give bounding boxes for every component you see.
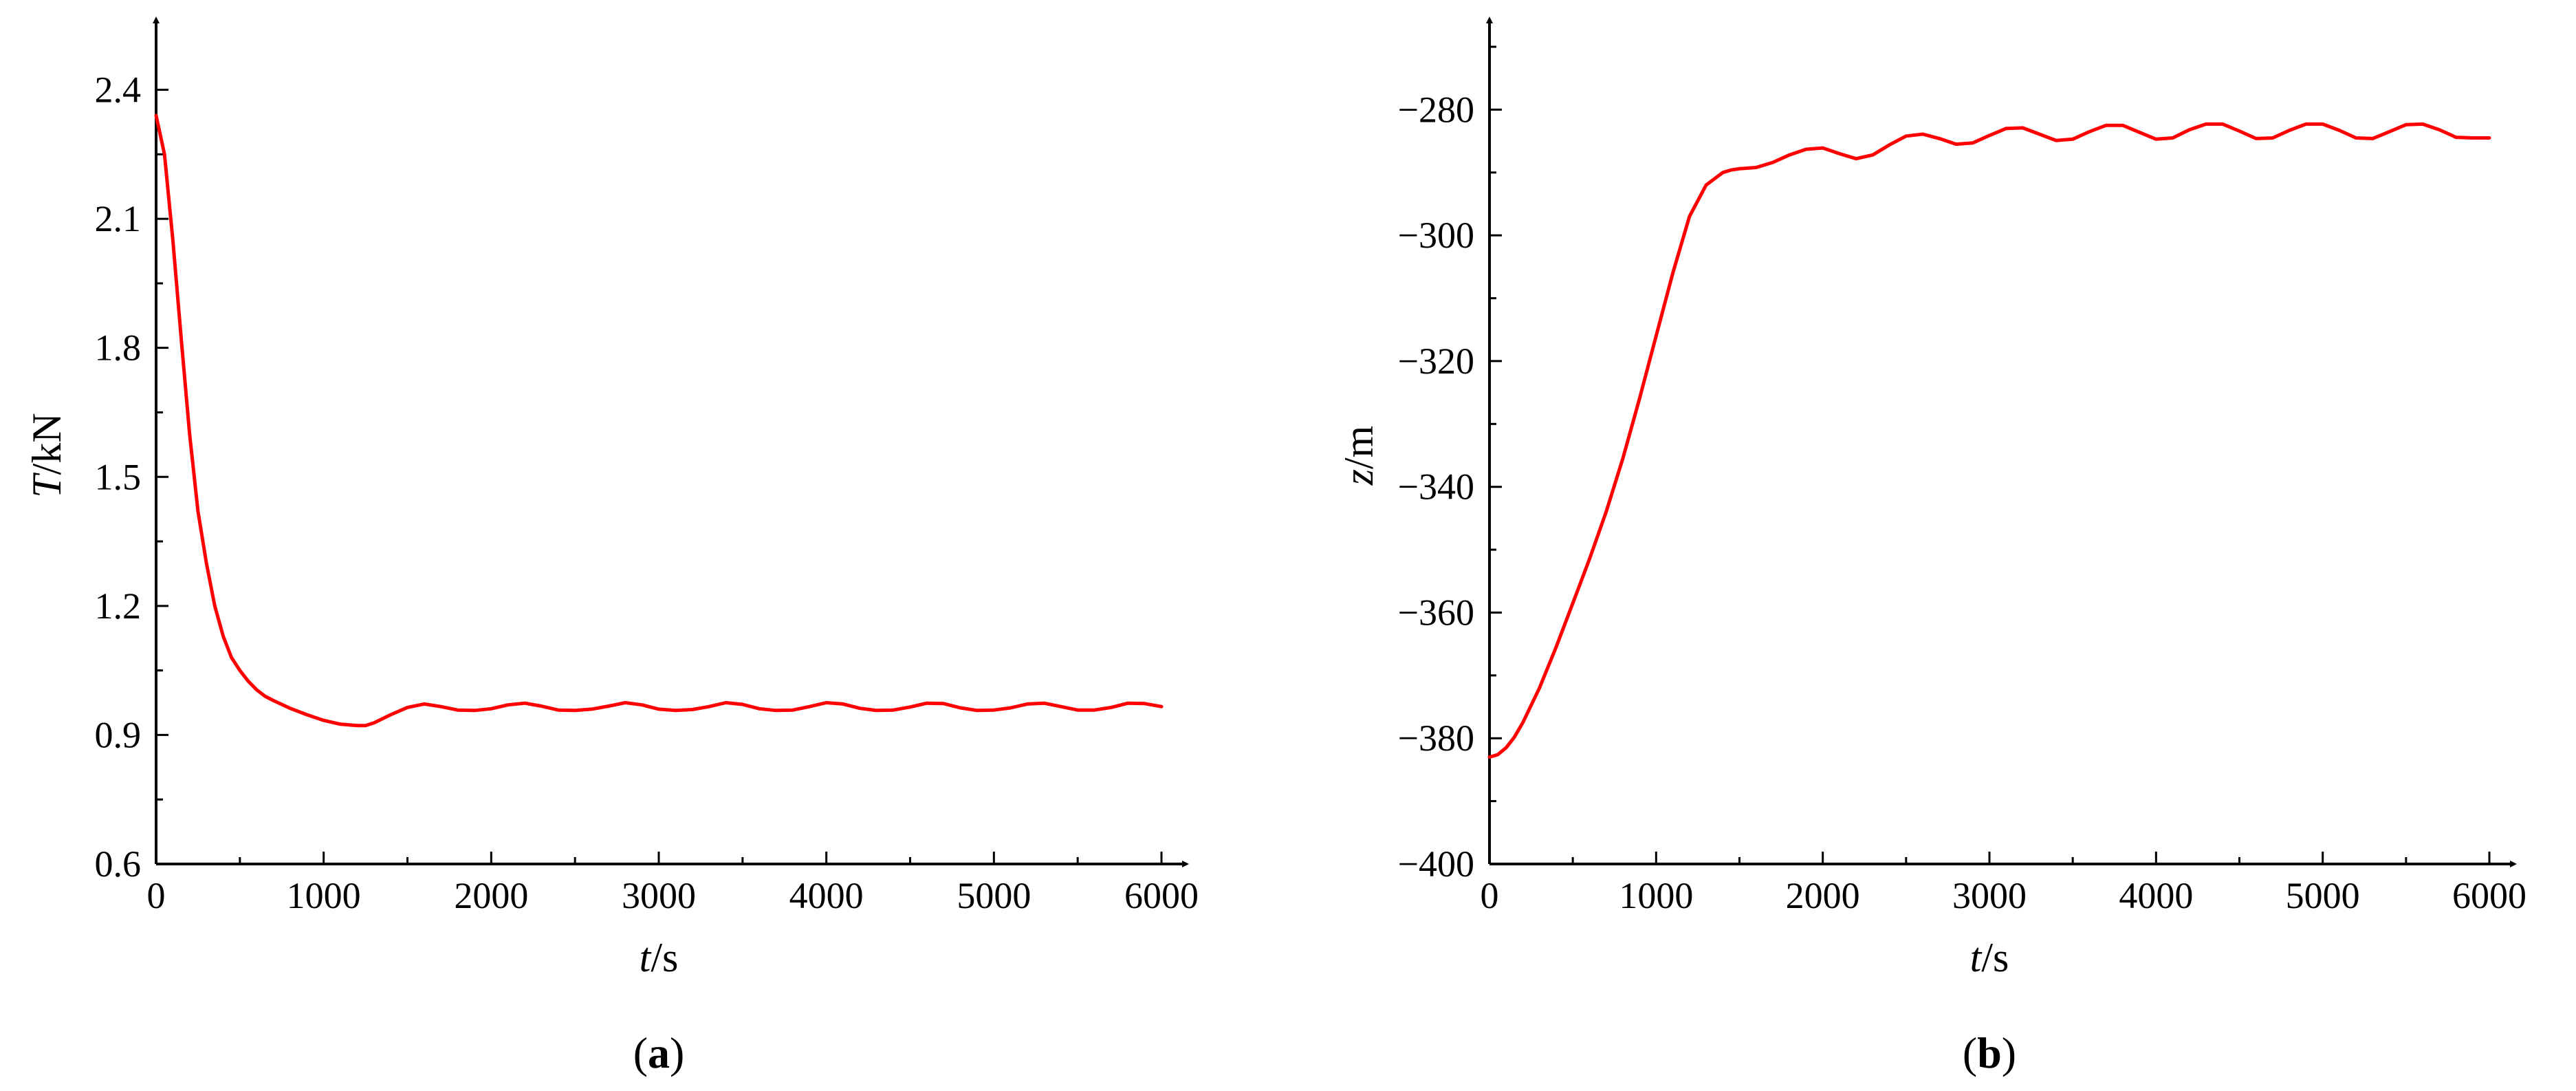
y-tick-label: 2.1 (95, 198, 142, 239)
panel-label-close: ) (2002, 1028, 2016, 1077)
y-tick-label: 1.2 (95, 585, 142, 627)
panel-label: (b) (1963, 1028, 2016, 1077)
panel-label-open: ( (1963, 1028, 1977, 1077)
x-axis-label-variable: t (640, 935, 652, 980)
x-axis-label-variable: t (1970, 935, 1983, 980)
x-axis-label-unit: /s (651, 935, 678, 980)
series-line (1487, 122, 2491, 759)
y-tick-label: −380 (1398, 717, 1474, 759)
x-axis-label: t/s (640, 935, 679, 980)
x-tick-label: 0 (1481, 875, 1499, 916)
y-tick-label: −360 (1398, 592, 1474, 633)
x-axis-label: t/s (1970, 935, 2009, 980)
x-tick-label: 1000 (1619, 875, 1693, 916)
x-tick-label: 2000 (454, 875, 528, 916)
x-tick-label: 1000 (287, 875, 361, 916)
y-tick-label: 2.4 (95, 69, 142, 111)
panel-label-open: ( (633, 1028, 648, 1077)
panel-label-letter: b (1977, 1028, 2002, 1077)
y-axis-label: z/m (1336, 426, 1382, 486)
y-axis-label-variable: T (24, 473, 69, 498)
y-tick-label: 1.8 (95, 327, 142, 369)
y-tick-label: 1.5 (95, 456, 142, 497)
y-axis-label-variable: z (1336, 469, 1382, 486)
x-tick-label: 5000 (957, 875, 1031, 916)
panel-label-letter: a (648, 1028, 670, 1077)
panel-label-close: ) (670, 1028, 684, 1077)
x-tick-label: 5000 (2286, 875, 2360, 916)
y-tick-label: −280 (1398, 89, 1474, 130)
x-tick-label: 3000 (622, 875, 696, 916)
x-tick-label: 2000 (1786, 875, 1860, 916)
x-tick-label: 4000 (789, 875, 864, 916)
series-line (154, 114, 1164, 728)
x-axis-label-unit: /s (1981, 935, 2009, 980)
y-tick-label: 0.9 (95, 714, 142, 755)
y-tick-label: 0.6 (95, 843, 142, 885)
y-axis-label: T/kN (24, 413, 69, 497)
panel-label: (a) (633, 1028, 685, 1077)
chart-panel-b: 0 1000 2000 3000 4000 5000 6000 −400 −380 −360 −34… (1336, 17, 2526, 1077)
x-tick-label: 3000 (1952, 875, 2027, 916)
y-tick-label: −340 (1398, 466, 1474, 508)
y-tick-label: −320 (1398, 341, 1474, 382)
y-axis-label-unit: /m (1336, 426, 1382, 469)
x-tick-label: 6000 (1124, 875, 1199, 916)
y-tick-label: −300 (1398, 215, 1474, 256)
y-tick-label: −400 (1398, 843, 1474, 885)
x-tick-label: 4000 (2119, 875, 2193, 916)
x-tick-label: 0 (147, 875, 166, 916)
y-axis-label-unit: /kN (24, 413, 69, 475)
x-tick-label: 6000 (2452, 875, 2526, 916)
chart-panel-a: 0 1000 2000 3000 4000 5000 6000 0.6 0.9 1.2 1.5 1.8… (24, 17, 1199, 1077)
